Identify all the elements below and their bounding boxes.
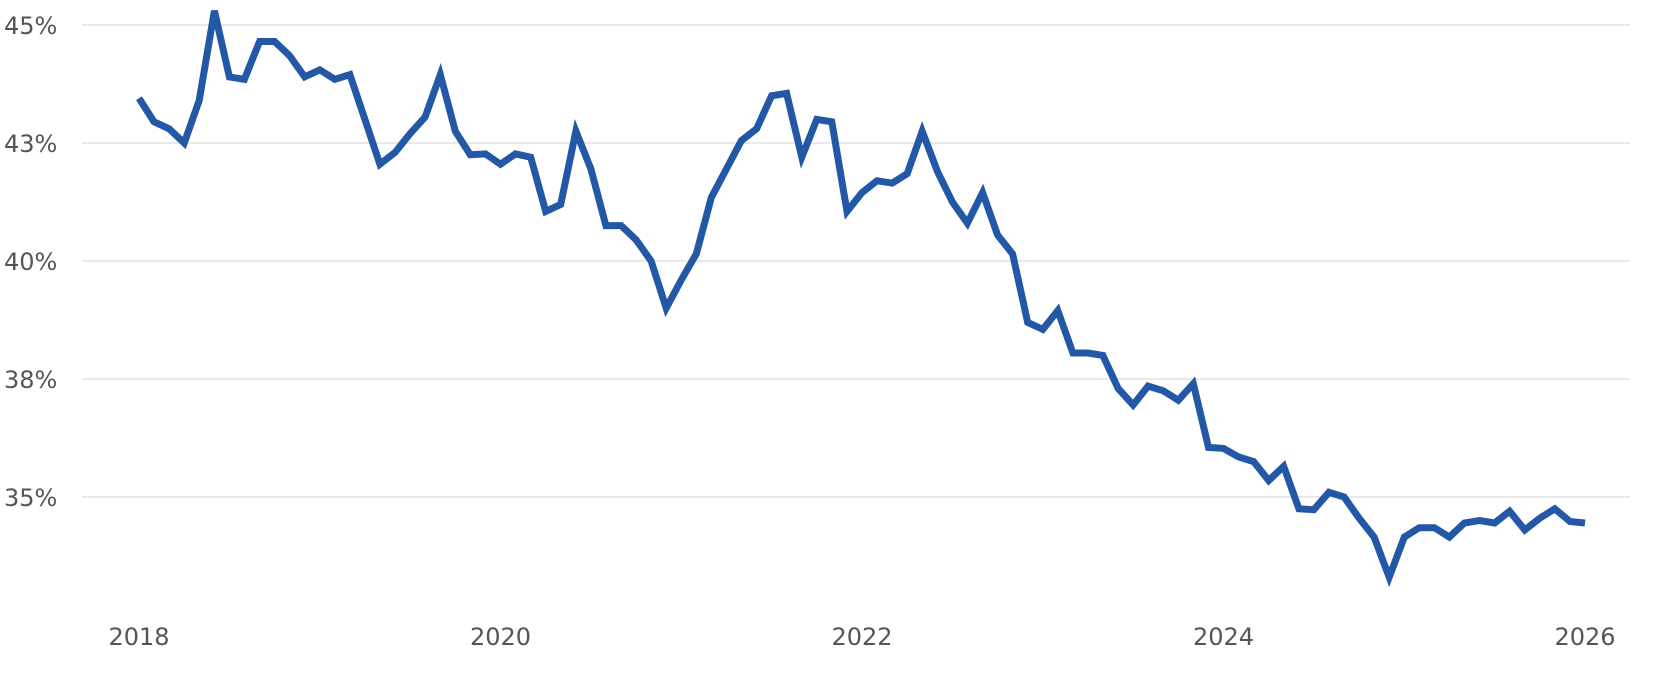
- x-tick-label: 2024: [1193, 623, 1254, 651]
- y-tick-label: 40%: [4, 248, 57, 276]
- y-axis: 35% 38% 40% 43% 45%: [4, 12, 57, 512]
- x-axis: 2018 2020 2022 2024 2026: [108, 623, 1615, 651]
- x-tick-label: 2026: [1554, 623, 1615, 651]
- series: [136, 10, 1586, 588]
- y-tick-label: 35%: [4, 484, 57, 512]
- y-tick-label: 38%: [4, 366, 57, 394]
- x-tick-label: 2018: [108, 623, 169, 651]
- series-line: [136, 10, 1586, 588]
- gridlines: [82, 24, 1630, 498]
- x-tick-label: 2020: [470, 623, 531, 651]
- x-tick-label: 2022: [831, 623, 892, 651]
- y-tick-label: 45%: [4, 12, 57, 40]
- y-tick-label: 43%: [4, 130, 57, 158]
